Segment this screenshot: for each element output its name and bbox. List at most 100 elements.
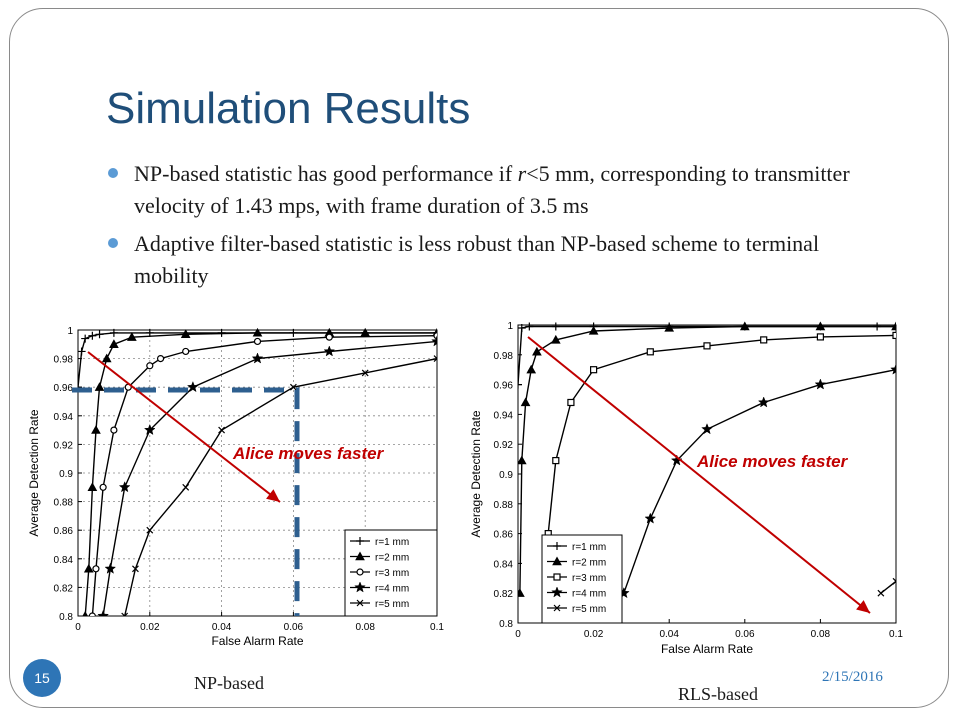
x-axis-label: False Alarm Rate: [211, 634, 303, 648]
data-point: [97, 609, 110, 616]
data-point: [127, 332, 137, 341]
series-line-4: [102, 340, 437, 616]
data-point: [110, 426, 118, 434]
x-tick-label: 0.06: [735, 629, 755, 640]
data-point: [892, 577, 896, 585]
data-point: [87, 482, 98, 491]
y-tick-label: 0.82: [54, 583, 74, 594]
legend-marker: [553, 542, 561, 550]
data-point: [892, 331, 896, 340]
x-tick-label: 0.04: [212, 622, 232, 633]
data-point: [121, 612, 129, 616]
data-point: [143, 423, 156, 436]
data-point: [890, 363, 896, 375]
data-point: [644, 512, 657, 524]
data-point: [588, 325, 599, 335]
bullet-item-2: Adaptive filter-based statistic is less …: [108, 228, 868, 292]
x-tick-label: 0.04: [659, 629, 679, 640]
legend-label: r=5 mm: [375, 599, 409, 610]
series-group: [518, 321, 896, 599]
data-point: [118, 481, 131, 493]
data-point: [109, 339, 119, 348]
data-point: [526, 364, 537, 374]
data-point: [518, 588, 525, 597]
data-point: [83, 563, 94, 573]
slide-title: Simulation Results: [106, 84, 471, 133]
data-point: [646, 348, 654, 356]
data-point: [739, 321, 750, 331]
data-point: [95, 330, 104, 339]
y-tick-label: 0.86: [54, 526, 74, 537]
data-point: [146, 526, 154, 534]
y-tick-label: 0.9: [499, 470, 513, 481]
data-point: [703, 342, 711, 350]
y-tick-label: 0.94: [494, 410, 514, 421]
legend-label: r=4 mm: [572, 589, 606, 600]
data-point: [814, 378, 827, 390]
data-point: [518, 380, 522, 389]
page-number-badge: 15: [23, 659, 61, 697]
chart-2: 0 0.02 0.04 0.06 0.08 0.1 0.8 0.82 0.84 0.86 0.88 0…: [469, 321, 903, 656]
data-point: [92, 565, 100, 573]
data-point: [88, 331, 97, 340]
x-tick-label: 0.1: [430, 622, 444, 633]
legend-marker: [356, 599, 364, 607]
data-point: [81, 334, 90, 343]
data-point: [551, 322, 560, 331]
legend-marker: [354, 581, 366, 593]
y-tick-label: 0.92: [494, 440, 514, 451]
annotation-label: Alice moves faster: [232, 444, 385, 463]
legend-label: r=3 mm: [375, 568, 409, 579]
caption-np-based: NP-based: [194, 673, 264, 693]
data-point: [289, 383, 297, 391]
x-tick-label: 0.06: [284, 622, 304, 633]
slide-date: 2/15/2016: [822, 669, 883, 685]
data-point: [94, 382, 105, 391]
data-point: [180, 329, 191, 338]
data-point: [525, 322, 534, 331]
data-point: [251, 352, 264, 364]
bullet-dot-icon: [108, 238, 118, 248]
data-point: [550, 334, 561, 344]
legend-marker: [551, 586, 563, 598]
trend-arrow: [87, 351, 281, 503]
data-point: [589, 366, 598, 374]
data-point: [252, 327, 263, 337]
data-point: [182, 483, 190, 491]
series-line-3: [547, 334, 896, 534]
data-point: [518, 455, 527, 465]
data-point: [88, 612, 96, 616]
data-point: [325, 333, 333, 341]
legend-marker: [356, 568, 364, 576]
data-point: [520, 397, 531, 407]
data-point: [218, 426, 226, 434]
x-tick-label: 0: [515, 629, 521, 640]
legend-marker: [553, 573, 561, 581]
trend-arrow: [527, 336, 871, 614]
legend: r=1 mm r=2 mm r=3 mm r=4 mm r=5 mm: [541, 534, 623, 624]
data-point: [109, 328, 118, 337]
y-tick-label: 0.84: [494, 559, 514, 570]
trend-arrowhead-icon: [856, 600, 870, 613]
data-point: [891, 321, 896, 331]
trend-arrowhead-icon: [266, 489, 280, 502]
series-line-4: [623, 369, 896, 594]
y-tick-label: 0.86: [494, 530, 514, 541]
x-tick-label: 0.08: [811, 629, 831, 640]
y-tick-label: 0.82: [494, 589, 514, 600]
slide-frame: [9, 8, 949, 708]
data-point: [816, 333, 825, 341]
legend: r=1 mm r=2 mm r=3 mm r=4 mm r=5 mm: [344, 529, 438, 617]
data-point: [877, 589, 885, 597]
data-point: [361, 369, 369, 377]
y-tick-label: 0.96: [54, 383, 74, 394]
data-point: [104, 562, 117, 574]
legend-label: r=5 mm: [572, 604, 606, 615]
y-tick-label: 0.92: [54, 440, 74, 451]
legend-label: r=2 mm: [375, 553, 409, 564]
y-tick-label: 0.84: [54, 555, 74, 566]
guide-dashed-line: [72, 387, 300, 616]
data-point: [82, 610, 88, 616]
annotation-label: Alice moves faster: [696, 452, 849, 471]
